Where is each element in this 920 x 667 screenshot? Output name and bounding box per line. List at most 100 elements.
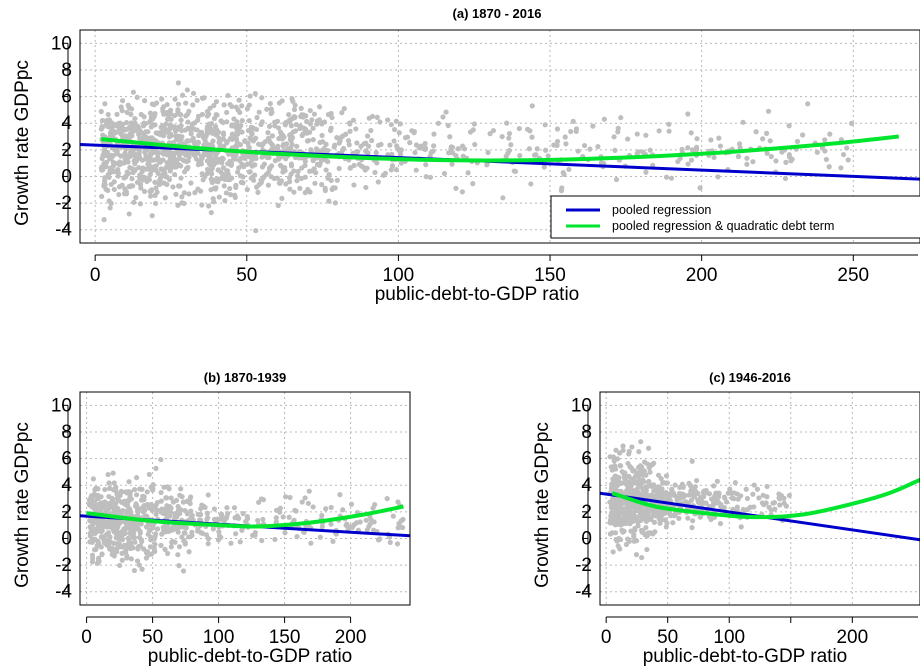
scatter-point (611, 481, 618, 487)
scatter-point (404, 134, 411, 140)
scatter-point (431, 143, 437, 149)
scatter-point (428, 149, 434, 156)
scatter-point (216, 529, 222, 535)
scatter-point (794, 138, 801, 145)
scatter-point (306, 137, 312, 144)
scatter-point (734, 504, 740, 510)
scatter-point (132, 154, 139, 160)
scatter-point (581, 142, 588, 149)
panel-b-title: (b) 1870-1939 (204, 370, 286, 385)
scatter-point (244, 161, 250, 167)
scatter-point (158, 489, 164, 496)
scatter-point (113, 488, 119, 494)
scatter-point (645, 445, 652, 451)
scatter-point (143, 550, 150, 556)
scatter-point (150, 522, 156, 529)
scatter-point (229, 175, 235, 181)
scatter-point (154, 526, 160, 532)
scatter-point (186, 549, 192, 555)
scatter-point (259, 95, 265, 101)
scatter-point (391, 126, 398, 133)
scatter-point (205, 150, 211, 156)
scatter-point (644, 493, 650, 499)
scatter-point (529, 103, 535, 109)
scatter-point (133, 501, 139, 507)
scatter-point (146, 471, 152, 478)
scatter-point (172, 164, 178, 170)
scatter-point (180, 568, 187, 574)
scatter-point (307, 107, 313, 114)
scatter-point (272, 536, 278, 543)
scatter-point (551, 142, 557, 148)
scatter-point (155, 170, 161, 176)
scatter-point (161, 173, 168, 179)
scatter-point (211, 102, 217, 109)
scatter-point (307, 121, 314, 127)
scatter-point (838, 165, 844, 171)
scatter-point (90, 528, 97, 534)
scatter-point (109, 120, 115, 126)
scatter-point (640, 477, 646, 483)
y-tick-label: 4 (61, 113, 72, 134)
scatter-point (321, 119, 328, 125)
scatter-point (163, 129, 169, 135)
scatter-point (236, 97, 242, 103)
scatter-point (751, 504, 757, 510)
scatter-point (155, 149, 161, 156)
scatter-point (122, 173, 129, 180)
scatter-point (631, 476, 637, 482)
scatter-point (610, 549, 616, 555)
scatter-point (188, 514, 195, 520)
scatter-point (111, 179, 117, 185)
scatter-point (222, 176, 228, 182)
scatter-point (663, 174, 670, 180)
scatter-point (735, 153, 742, 160)
scatter-point (124, 502, 130, 509)
x-tick-label: 200 (686, 265, 718, 286)
scatter-point (229, 133, 235, 139)
scatter-point (215, 129, 222, 135)
scatter-point (168, 544, 174, 550)
scatter-point (322, 187, 328, 194)
scatter-point (316, 104, 323, 110)
scatter-point (283, 156, 289, 162)
scatter-point (326, 198, 332, 204)
scatter-point (375, 537, 382, 543)
scatter-point (175, 80, 181, 86)
y-axis: 10 8 6 4 2 0 -2 -4 (571, 395, 593, 602)
scatter-point (195, 150, 201, 156)
scatter-point (254, 184, 260, 190)
grid (80, 392, 410, 605)
scatter-point (102, 486, 108, 493)
scatter-point (280, 141, 287, 148)
scatter-point (693, 477, 700, 484)
y-tick-label: -2 (575, 555, 592, 576)
scatter-point (255, 189, 261, 195)
scatter-point (694, 136, 700, 142)
scatter-point (126, 497, 132, 503)
scatter-point (125, 102, 131, 108)
scatter-point (822, 148, 828, 154)
scatter-point (106, 493, 112, 500)
scatter-point (822, 137, 828, 143)
scatter-point (96, 555, 102, 561)
scatter-point (373, 150, 379, 156)
scatter-point (223, 190, 229, 196)
scatter-point (210, 138, 216, 144)
scatter-point (630, 511, 637, 518)
scatter-point (323, 167, 329, 173)
scatter-point (844, 145, 850, 151)
scatter-point (636, 449, 642, 455)
scatter-point (360, 164, 366, 170)
scatter-point (137, 181, 144, 188)
scatter-point (294, 173, 301, 179)
scatter-point (620, 447, 626, 453)
scatter-point (625, 460, 631, 467)
scatter-point (534, 146, 540, 152)
scatter-point (732, 480, 738, 486)
scatter-point (126, 211, 132, 217)
scatter-point (114, 528, 120, 534)
scatter-point (393, 118, 399, 124)
scatter-point (611, 134, 617, 140)
scatter-point (697, 185, 703, 191)
